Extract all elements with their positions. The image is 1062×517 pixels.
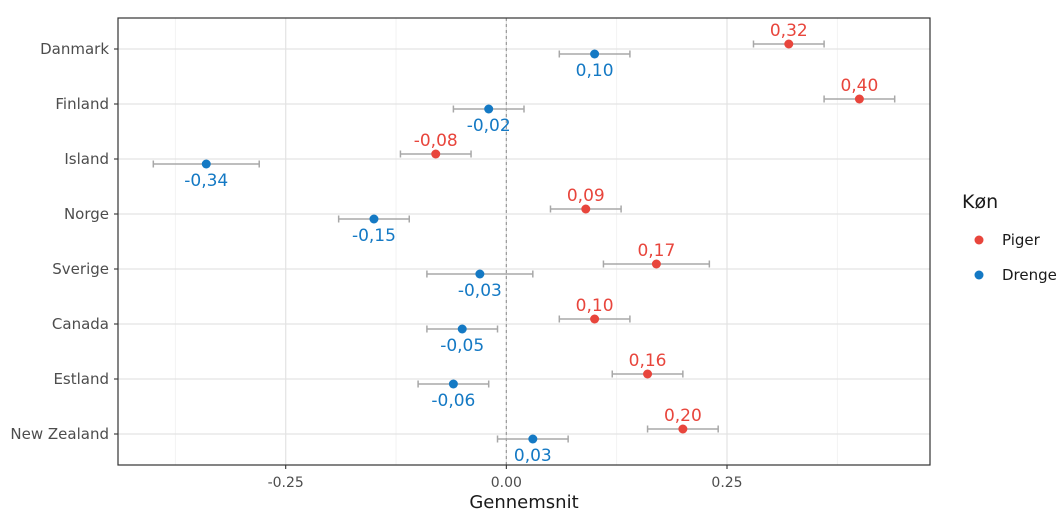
y-category-label: Island [64, 150, 109, 168]
data-point [581, 204, 591, 214]
y-category-label: Finland [55, 95, 109, 113]
y-category-label: New Zealand [10, 425, 109, 443]
data-point [643, 369, 653, 379]
data-label: 0,03 [514, 446, 552, 466]
data-point [678, 424, 688, 434]
legend-key [974, 270, 984, 280]
x-tick-label: 0.00 [491, 475, 522, 491]
data-point [484, 104, 494, 114]
data-label: -0,08 [414, 131, 458, 151]
data-point [431, 149, 441, 159]
grid-lines [118, 18, 930, 465]
y-category-label: Norge [64, 205, 109, 223]
y-category-label: Estland [53, 370, 109, 388]
data-point [784, 39, 794, 49]
data-point [854, 94, 864, 104]
data-point [651, 259, 661, 269]
data-labels: 0,32 0,40 -0,08 0,09 0,17 0,10 0,16 0,20 0,10 -0,… [184, 21, 878, 466]
data-label: 0,20 [664, 406, 702, 426]
legend: Køn Piger Drenge [962, 191, 1057, 284]
legend-items: Piger Drenge [974, 231, 1057, 284]
data-label: 0,32 [770, 21, 808, 41]
x-axis-title: Gennemsnit [469, 492, 578, 513]
data-point [369, 214, 379, 224]
x-tick-label: 0.25 [711, 475, 742, 491]
data-point [457, 324, 467, 334]
data-label: -0,34 [184, 171, 228, 191]
data-point [448, 379, 458, 389]
data-label: 0,16 [629, 351, 667, 371]
y-category-label: Sverige [52, 260, 109, 278]
plot-panel-border [117, 17, 931, 466]
data-point [475, 269, 485, 279]
data-point [201, 159, 211, 169]
data-point [528, 434, 538, 444]
y-category-label: Danmark [40, 40, 109, 58]
y-axis-categories: Danmark Finland Island Norge Sverige Canada Es… [10, 40, 118, 443]
data-label: 0,09 [567, 186, 605, 206]
data-label: 0,10 [576, 61, 614, 81]
x-axis-ticks: -0.25 0.00 0.25 [268, 465, 743, 491]
data-label: -0,06 [431, 391, 475, 411]
x-tick-label: -0.25 [268, 475, 304, 491]
legend-label: Piger [1002, 231, 1041, 249]
y-category-label: Canada [52, 315, 109, 333]
data-point [590, 314, 600, 324]
data-label: 0,17 [637, 241, 675, 261]
data-label: -0,03 [458, 281, 502, 301]
data-label: -0,05 [440, 336, 484, 356]
error-bars [152, 40, 896, 443]
data-label: 0,40 [840, 76, 878, 96]
data-points [201, 39, 864, 444]
legend-key [974, 235, 984, 245]
data-point [590, 49, 600, 59]
legend-title: Køn [962, 191, 998, 213]
data-label: 0,10 [576, 296, 614, 316]
data-label: -0,15 [352, 226, 396, 246]
data-label: -0,02 [467, 116, 511, 136]
legend-label: Drenge [1002, 266, 1057, 284]
